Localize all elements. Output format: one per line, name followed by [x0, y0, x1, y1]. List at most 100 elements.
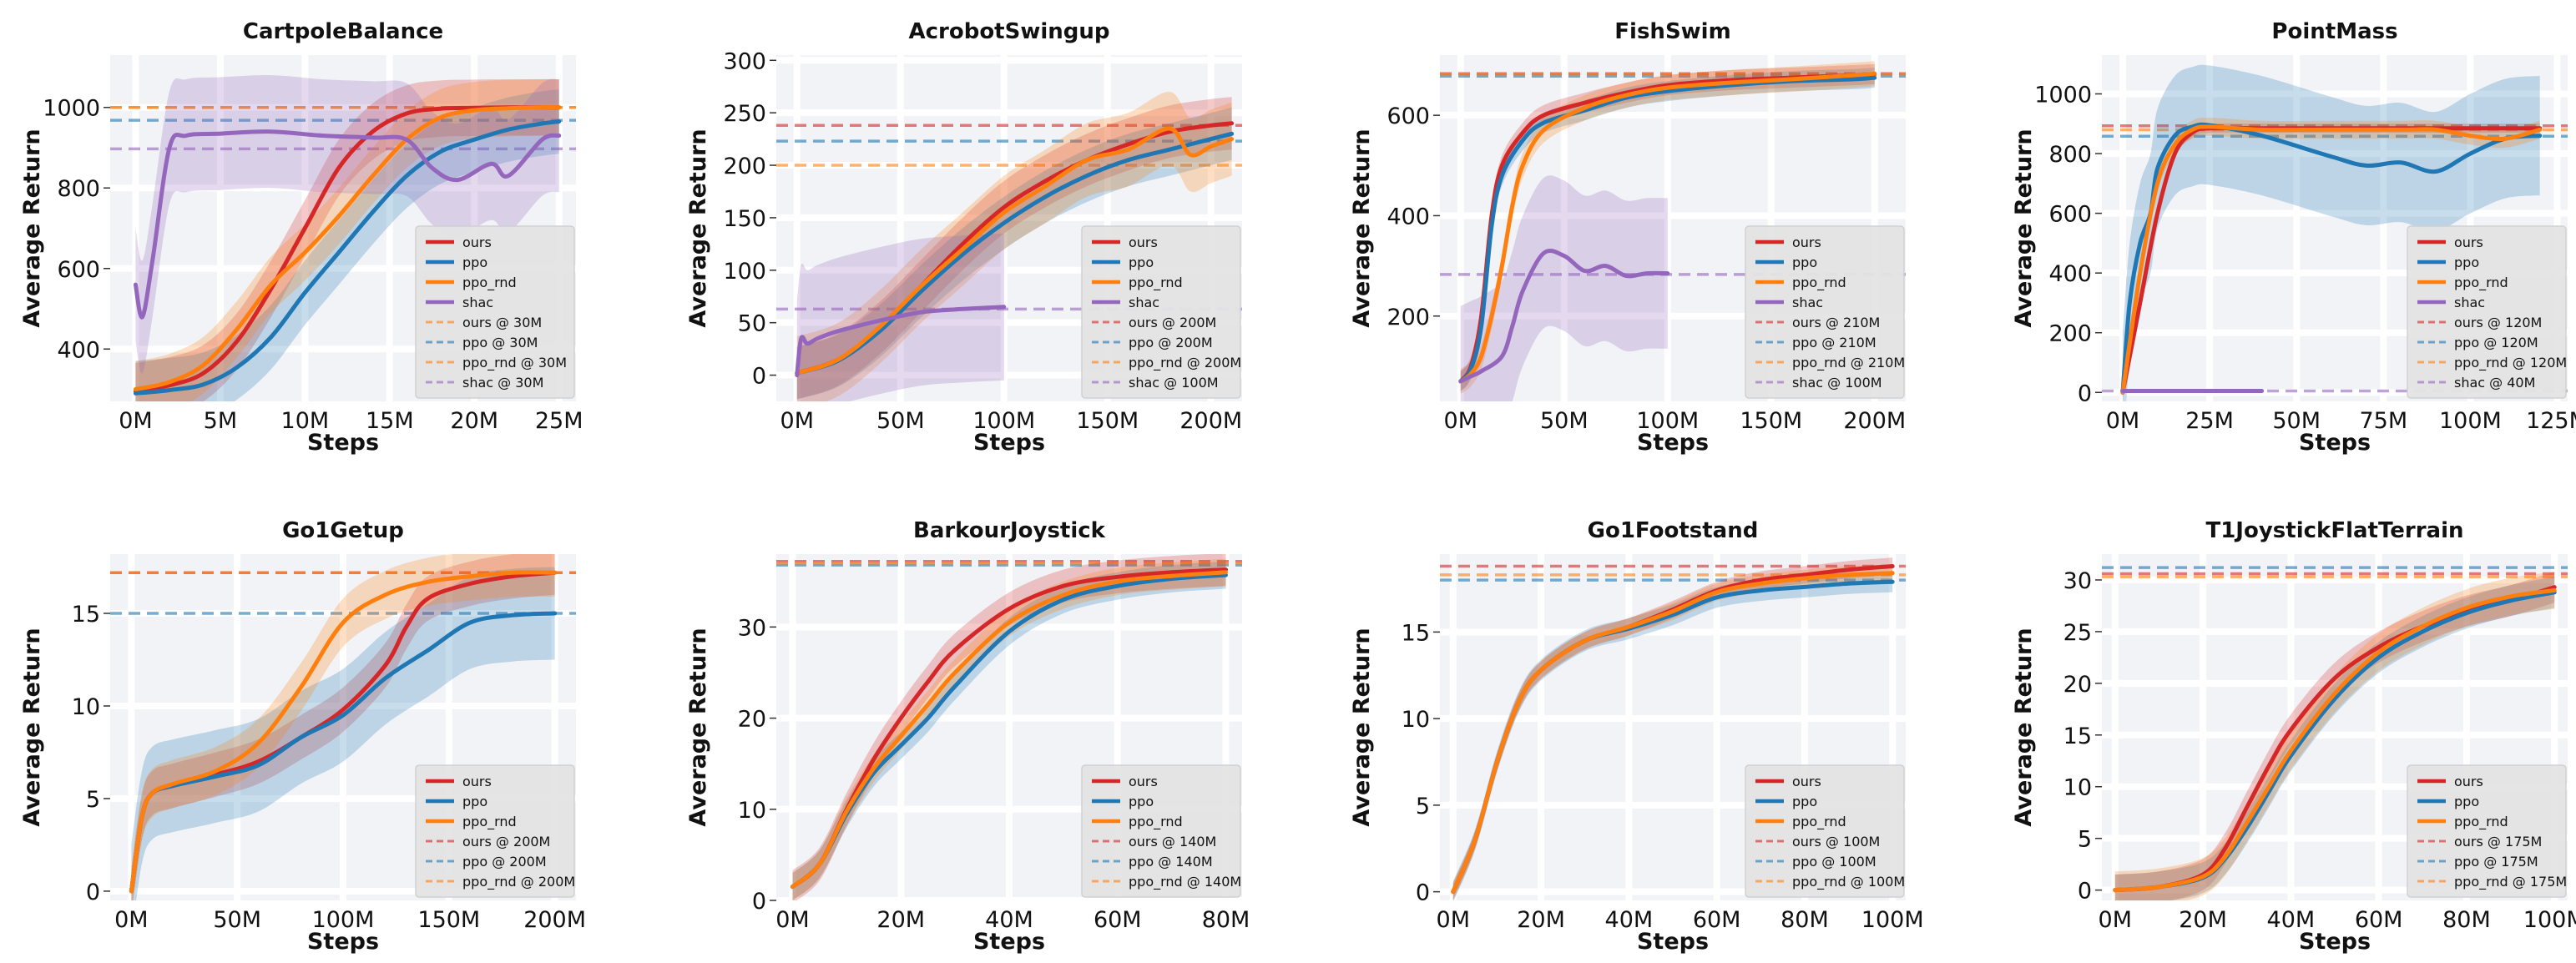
- x-tick-label: 0M: [114, 907, 148, 933]
- legend-label: ppo @ 100M: [1792, 854, 1876, 870]
- x-tick-label: 25M: [2185, 408, 2234, 434]
- band-ours: [131, 554, 555, 900]
- x-tick-label: 100M: [312, 907, 375, 933]
- plot-content: [1440, 557, 1906, 900]
- y-tick-label: 50: [738, 311, 766, 337]
- y-tick-label: 20: [2063, 672, 2092, 698]
- legend-label: ppo_rnd @ 100M: [1792, 874, 1905, 890]
- plot-content: [2102, 566, 2568, 900]
- y-tick-label: 600: [1386, 103, 1430, 129]
- band-ppo: [796, 107, 1232, 400]
- x-tick-label: 20M: [450, 408, 498, 434]
- legend-box: [1745, 225, 1905, 399]
- panel-pointmass: PointMass 0M 25M 50M 75M 100M 125M 0 200 400 600 80…: [2011, 19, 2576, 456]
- y-tick-label: 5: [86, 787, 100, 813]
- legend-label: ppo_rnd: [1129, 275, 1183, 291]
- legend-label: ppo @ 140M: [1129, 854, 1213, 870]
- chart-title: PointMass: [2271, 19, 2397, 44]
- x-tick-label: 80M: [1202, 907, 1250, 933]
- y-tick-label: 400: [57, 337, 100, 363]
- x-tick-label: 0M: [780, 408, 814, 434]
- legend-label: ours: [2454, 774, 2483, 789]
- band-ppo_rnd: [2123, 118, 2540, 401]
- y-tick-label: 5: [2078, 827, 2092, 853]
- x-tick-label: 150M: [1740, 408, 1802, 434]
- x-axis-label: Steps: [2299, 430, 2371, 456]
- legend-label: ours: [1129, 234, 1158, 250]
- plot-content: [110, 75, 576, 401]
- y-tick-label: 100: [723, 259, 766, 285]
- y-axis-label: Average Return: [1349, 129, 1375, 327]
- legend-box: [415, 225, 575, 399]
- x-tick-label: 0M: [1444, 408, 1477, 434]
- legend-label: ppo @ 200M: [462, 854, 547, 870]
- x-tick-label: 75M: [2359, 408, 2407, 434]
- band-ours: [2114, 572, 2555, 900]
- y-tick-label: 5: [1416, 794, 1430, 819]
- x-tick-label: 50M: [1540, 408, 1589, 434]
- panel-t1joystickflatterrain: T1JoystickFlatTerrain 0M 20M 40M 60M 80M 100M 0…: [2011, 518, 2576, 955]
- legend-label: shac: [2454, 295, 2485, 310]
- legend-box: [415, 764, 575, 898]
- legend-label: shac @ 40M: [2454, 375, 2535, 391]
- panel-acrobotswingup: AcrobotSwingup 0M 50M 100M 150M 200M 0 50 100 150…: [685, 19, 1242, 456]
- legend-box: [1081, 225, 1241, 399]
- plot-content: [1440, 61, 1906, 401]
- legend-label: ours @ 140M: [1129, 834, 1216, 850]
- y-tick-label: 200: [1386, 305, 1430, 330]
- x-tick-label: 20M: [2179, 907, 2227, 933]
- legend-label: ppo: [2454, 794, 2479, 809]
- x-axis-label: Steps: [2299, 929, 2371, 955]
- legend-label: ppo: [1792, 794, 1817, 809]
- y-tick-label: 600: [2048, 202, 2092, 228]
- y-tick-label: 200: [2048, 321, 2092, 347]
- plot-content: [776, 554, 1242, 900]
- y-axis-label: Average Return: [2011, 628, 2037, 826]
- series-line-ppo_rnd: [2120, 124, 2543, 395]
- band-shac: [135, 75, 559, 374]
- x-tick-label: 0M: [2099, 907, 2132, 933]
- y-tick-label: 1000: [43, 96, 100, 122]
- x-tick-label: 50M: [213, 907, 261, 933]
- band-ppo: [2123, 64, 2540, 401]
- legend-label: ppo_rnd: [462, 275, 517, 291]
- legend-label: ppo @ 210M: [1792, 335, 1876, 350]
- y-tick-label: 800: [2048, 142, 2092, 168]
- legend-label: ours @ 120M: [2454, 315, 2542, 330]
- x-tick-label: 20M: [1517, 907, 1565, 933]
- panel-barkourjoystick: BarkourJoystick 0M 20M 40M 60M 80M 0 10 20 30 Step…: [685, 518, 1250, 955]
- series-line-ppo_rnd: [795, 126, 1235, 376]
- y-tick-label: 30: [738, 615, 766, 641]
- legend-label: shac @ 30M: [462, 375, 543, 391]
- legend-label: ppo_rnd @ 140M: [1129, 874, 1241, 890]
- legend-box: [1081, 764, 1241, 898]
- y-tick-label: 0: [752, 364, 766, 390]
- series-line-ppo: [133, 119, 562, 396]
- series-line-shac: [1458, 249, 1670, 384]
- legend-label: ppo @ 200M: [1129, 335, 1213, 350]
- y-tick-label: 30: [2063, 568, 2092, 594]
- x-tick-label: 40M: [985, 907, 1033, 933]
- x-tick-label: 100M: [1861, 907, 1924, 933]
- x-axis-label: Steps: [307, 929, 379, 955]
- legend-label: ppo @ 175M: [2454, 854, 2538, 870]
- legend-label: ours: [1792, 234, 1821, 250]
- legend-label: ppo: [1129, 255, 1154, 270]
- band-ppo: [2114, 577, 2555, 900]
- series-line-ppo_rnd: [1451, 571, 1895, 895]
- legend-label: shac: [1129, 295, 1159, 310]
- y-tick-label: 250: [723, 101, 766, 127]
- panel-cartpolebalance: CartpoleBalance 0M 5M 10M 15M 20M 25M 400 600 800…: [19, 19, 583, 456]
- x-tick-label: 200M: [1843, 408, 1906, 434]
- legend-label: ppo @ 120M: [2454, 335, 2538, 350]
- series-line-ppo_rnd: [790, 570, 1228, 890]
- legend-label: shac: [1792, 295, 1823, 310]
- x-tick-label: 20M: [876, 907, 925, 933]
- band-ours: [796, 97, 1232, 400]
- y-tick-label: 0: [86, 880, 100, 905]
- legend-label: ppo_rnd: [1792, 275, 1846, 291]
- y-tick-label: 150: [723, 206, 766, 232]
